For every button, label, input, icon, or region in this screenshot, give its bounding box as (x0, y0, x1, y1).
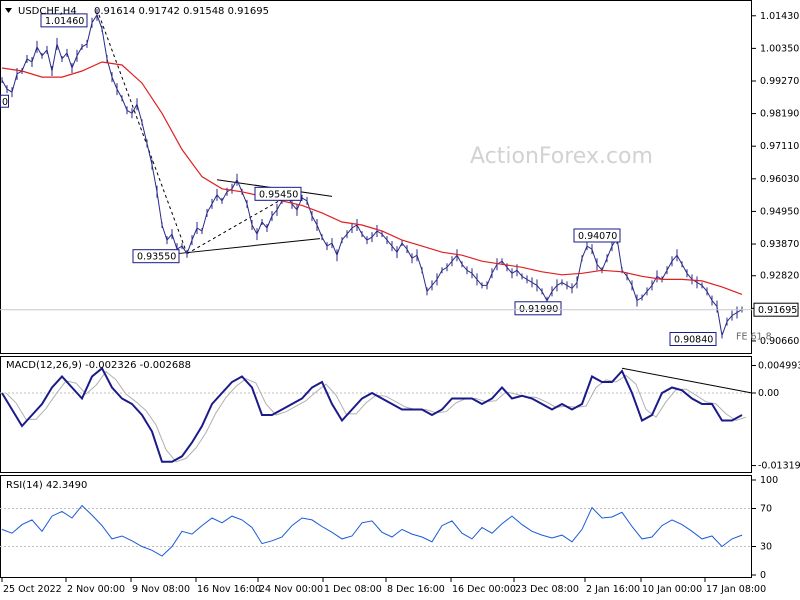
rsi-ytick-label: 70 (760, 504, 772, 515)
price-ytick-label: 0.96030 (760, 174, 799, 185)
price-line (1, 13, 743, 338)
ohlc-readout: 0.91614 0.91742 0.91548 0.91695 (94, 6, 269, 17)
rsi-panel (0, 475, 752, 578)
price-label-box (40, 13, 88, 28)
x-tick-label: 24 Nov 00:00 (259, 584, 323, 595)
price-label: 0.93550 (137, 252, 176, 263)
price-label-box (514, 301, 562, 316)
rsi-line (1, 504, 743, 557)
price-label-box (669, 332, 717, 347)
price-panel-title: USDCHF,H4 (18, 6, 77, 17)
projection-dash-1 (98, 14, 188, 254)
price-label: 0.95450 (259, 189, 298, 200)
x-tick-label: 23 Dec 08:00 (515, 584, 579, 595)
price-label: 0.90840 (674, 335, 713, 346)
x-tick-label: 9 Nov 08:00 (132, 584, 190, 595)
x-tick-label: 10 Jan 00:00 (642, 584, 702, 595)
edge-label: 0 (2, 97, 8, 108)
macd-line (1, 366, 743, 463)
macd-ytick-label: 0.00 (758, 388, 779, 399)
rsi-ytick-label: 30 (760, 542, 772, 553)
x-tick-label: 2 Jan 16:00 (586, 584, 640, 595)
trendline-lower (176, 238, 321, 255)
price-panel (0, 0, 752, 354)
price-ytick-label: 1.01430 (760, 11, 799, 22)
watermark: ActionForex.com (470, 144, 653, 169)
rsi-title: RSI(14) 42.3490 (6, 480, 87, 491)
collapse-triangle-icon[interactable] (5, 8, 12, 13)
macd-ytick-label: 0.004993 (758, 361, 800, 372)
x-tick-label: 16 Nov 16:00 (197, 584, 261, 595)
x-tick-label: 16 Dec 00:00 (452, 584, 516, 595)
x-tick-label: 1 Dec 08:00 (324, 584, 382, 595)
fibonacci-label: FE 61.8 (736, 332, 772, 343)
price-label-box (573, 228, 621, 243)
price-ytick-label: 0.92820 (760, 271, 799, 282)
price-label-box (254, 186, 302, 201)
price-ytick-label: 0.94950 (760, 206, 799, 217)
price-label: 0.94070 (578, 231, 617, 242)
edge-label-box (0, 94, 9, 108)
rsi-ytick-label: 0 (760, 570, 766, 581)
price-label-box (132, 249, 180, 264)
rsi-ytick-label: 100 (760, 475, 778, 486)
current-price-label: 0.91695 (758, 305, 797, 316)
price-label: 1.01460 (45, 16, 84, 27)
macd-ytick-label: -0.013193 (758, 461, 800, 472)
price-ytick-label: 0.93870 (760, 239, 799, 250)
price-ytick-label: 0.90660 (760, 336, 799, 347)
current-price-box (753, 302, 799, 317)
projection-dash-2 (186, 195, 288, 255)
x-tick-label: 8 Dec 16:00 (387, 584, 445, 595)
price-ytick-label: 0.99270 (760, 76, 799, 87)
macd-title: MACD(12,26,9) -0.002326 -0.002688 (6, 360, 191, 371)
x-tick-label: 17 Jan 08:00 (706, 584, 766, 595)
price-ytick-label: 0.97110 (760, 141, 799, 152)
moving-average-line (1, 61, 743, 295)
price-ytick-label: 0.98190 (760, 109, 799, 120)
macd-divergence-line (621, 367, 753, 394)
x-tick-label: 2 Nov 00:00 (67, 584, 125, 595)
price-ytick-label: 1.00350 (760, 43, 799, 54)
x-tick-label: 25 Oct 2022 (3, 584, 62, 595)
